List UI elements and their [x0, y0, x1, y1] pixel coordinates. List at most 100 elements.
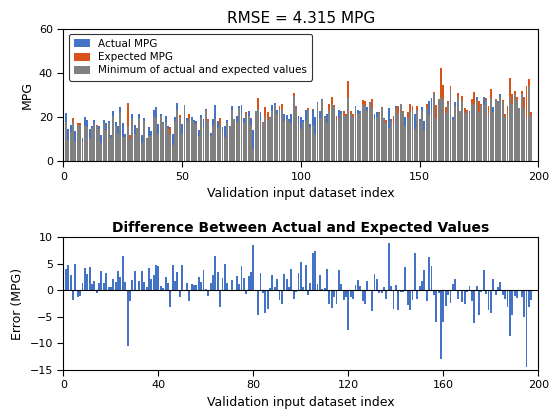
Bar [236, 122, 238, 161]
Bar [438, 291, 440, 293]
Bar [385, 123, 388, 161]
Bar [88, 139, 91, 161]
Bar [331, 104, 333, 161]
Bar [200, 118, 202, 161]
Bar [379, 113, 380, 161]
Bar [388, 128, 390, 161]
Bar [293, 97, 295, 161]
Bar [165, 122, 166, 161]
Bar [483, 105, 484, 161]
Bar [414, 129, 416, 161]
Bar [124, 137, 126, 161]
Y-axis label: MPG: MPG [20, 81, 34, 109]
Bar [414, 253, 416, 291]
Bar [494, 100, 497, 161]
Bar [77, 125, 78, 161]
Bar [86, 127, 88, 161]
Bar [255, 111, 256, 161]
Bar [65, 113, 67, 161]
Bar [516, 100, 518, 161]
Bar [357, 114, 359, 161]
Bar [103, 120, 105, 161]
Bar [374, 121, 375, 161]
Bar [186, 284, 188, 291]
Bar [283, 115, 285, 161]
Bar [74, 142, 76, 161]
Bar [402, 112, 404, 161]
Bar [338, 110, 340, 161]
Bar [340, 284, 342, 291]
Bar [500, 94, 501, 161]
Bar [160, 116, 162, 161]
Bar [369, 102, 371, 161]
Bar [238, 284, 240, 291]
Bar [274, 103, 276, 161]
Bar [72, 118, 74, 161]
Bar [475, 99, 478, 161]
Bar [214, 119, 216, 161]
Bar [184, 105, 185, 161]
Bar [450, 86, 451, 161]
Bar [371, 108, 373, 161]
Bar [504, 291, 506, 299]
Bar [174, 121, 176, 161]
Bar [160, 114, 162, 161]
Bar [459, 290, 461, 291]
Bar [333, 105, 335, 161]
Bar [454, 102, 456, 161]
Bar [525, 118, 528, 161]
Bar [248, 110, 250, 161]
Bar [362, 104, 363, 161]
Bar [516, 100, 518, 161]
Bar [431, 265, 432, 291]
Bar [127, 126, 128, 161]
Bar [82, 142, 83, 161]
Bar [471, 99, 473, 161]
Bar [105, 130, 107, 161]
Bar [105, 130, 107, 161]
Bar [231, 110, 233, 161]
Bar [475, 99, 478, 161]
Bar [426, 108, 428, 161]
Bar [79, 125, 81, 161]
Bar [514, 94, 516, 161]
Bar [155, 265, 157, 291]
Bar [364, 100, 366, 161]
Bar [297, 273, 300, 291]
Bar [452, 284, 454, 291]
Bar [198, 130, 200, 161]
Bar [157, 123, 160, 161]
Bar [316, 102, 319, 161]
Bar [305, 265, 306, 291]
Bar [461, 291, 463, 302]
X-axis label: Validation input dataset index: Validation input dataset index [207, 396, 395, 409]
Bar [129, 139, 131, 161]
Bar [483, 105, 484, 161]
Bar [492, 112, 494, 161]
Bar [369, 102, 371, 161]
Bar [69, 125, 72, 161]
Bar [203, 128, 204, 161]
Bar [141, 271, 143, 291]
Bar [326, 114, 328, 161]
Bar [352, 117, 354, 161]
Bar [198, 136, 200, 161]
Bar [122, 137, 124, 161]
Bar [397, 114, 399, 161]
Bar [326, 123, 328, 161]
Bar [307, 110, 309, 161]
Bar [193, 122, 195, 161]
Bar [195, 124, 197, 161]
Bar [262, 291, 264, 293]
Bar [193, 285, 195, 291]
Bar [67, 129, 69, 161]
Bar [528, 79, 530, 161]
Bar [412, 106, 413, 161]
Bar [117, 134, 119, 161]
Bar [219, 291, 221, 307]
Bar [176, 272, 179, 291]
Bar [485, 100, 487, 161]
Bar [469, 113, 470, 161]
Bar [132, 119, 133, 161]
Bar [88, 139, 91, 161]
